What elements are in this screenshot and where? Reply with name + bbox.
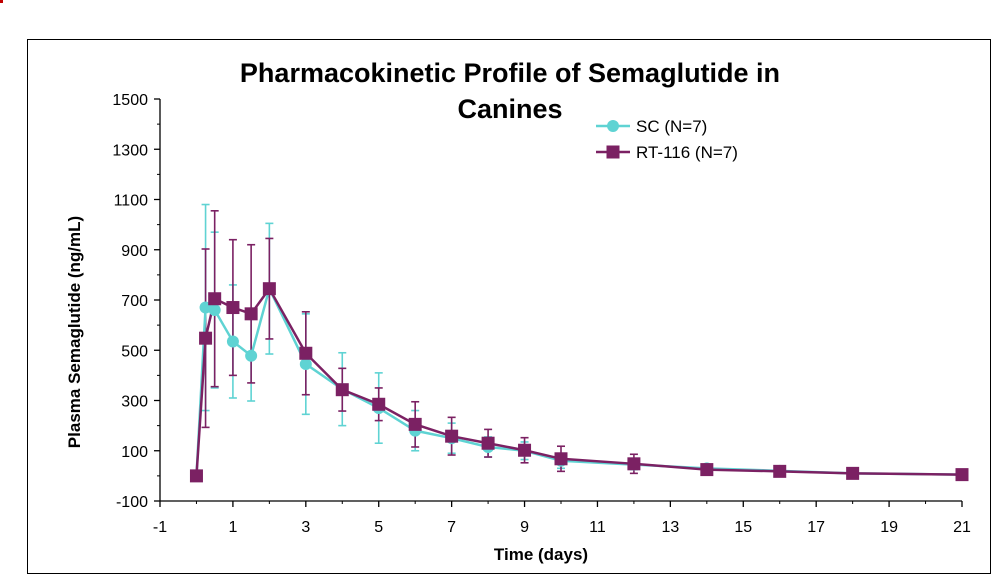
y-tick-label: 1500 xyxy=(112,92,148,109)
y-axis-label: Plasma Semaglutide (ng/mL) xyxy=(65,216,84,448)
x-tick-label: 19 xyxy=(880,519,898,536)
chart-title-line-1: Pharmacokinetic Profile of Semaglutide i… xyxy=(239,58,781,88)
sc-n-7-point xyxy=(245,349,258,362)
y-tick-label: 700 xyxy=(121,293,148,310)
x-tick-label: 15 xyxy=(734,519,752,536)
x-tick-label: 1 xyxy=(228,519,237,536)
y-tick-label: 500 xyxy=(121,343,148,360)
sc-n-7-point xyxy=(226,335,239,348)
rt-116-n-7-point xyxy=(199,331,213,345)
sc-n-7-point xyxy=(299,358,312,371)
x-tick-label: 5 xyxy=(374,519,383,536)
rt-116-n-7-point xyxy=(846,466,860,480)
x-tick-label: 21 xyxy=(953,519,971,536)
x-tick-label: 17 xyxy=(807,519,825,536)
y-tick-label: -100 xyxy=(116,494,148,511)
rt-116-n-7-point xyxy=(226,301,240,315)
x-axis-label: Time (days) xyxy=(494,545,588,564)
x-tick-label: 13 xyxy=(661,519,679,536)
rt-116-n-7-point xyxy=(189,469,203,483)
rt-116-n-7-legend-label: RT-116 (N=7) xyxy=(636,143,738,162)
rt-116-n-7-point xyxy=(481,436,495,450)
y-tick-label: 1300 xyxy=(112,142,148,159)
rt-116-n-7-point xyxy=(773,464,787,478)
x-tick-label: 9 xyxy=(520,519,529,536)
rt-116-n-7-point xyxy=(627,457,641,471)
sc-n-7-point xyxy=(208,304,221,317)
rt-116-n-7-point xyxy=(335,383,349,397)
rt-116-n-7-point xyxy=(445,429,459,443)
x-tick-label: 3 xyxy=(301,519,310,536)
rt-116-n-7-point xyxy=(554,452,568,466)
y-tick-label: 300 xyxy=(121,394,148,411)
rt-116-n-7-point xyxy=(955,468,969,482)
rt-116-n-7-legend-marker xyxy=(606,145,620,159)
sc-n-7-legend-label: SC (N=7) xyxy=(636,117,707,136)
chart-frame xyxy=(27,39,991,574)
y-tick-label: 1100 xyxy=(114,193,149,210)
rt-116-n-7-point xyxy=(244,307,258,321)
corner-mark xyxy=(0,0,3,3)
y-tick-label: 100 xyxy=(121,444,148,461)
rt-116-n-7-point xyxy=(518,443,532,457)
x-tick-label: 11 xyxy=(589,519,606,536)
chart-title-line-2: Canines xyxy=(457,94,563,124)
x-tick-label: -1 xyxy=(153,519,167,536)
x-tick-label: 7 xyxy=(447,519,456,536)
sc-n-7-line xyxy=(195,285,963,476)
rt-116-n-7-point xyxy=(208,292,222,306)
rt-116-n-7-point xyxy=(299,346,313,360)
rt-116-n-7-point xyxy=(700,463,714,477)
rt-116-n-7-point xyxy=(408,417,422,431)
y-tick-label: 900 xyxy=(121,243,148,260)
rt-116-n-7-line xyxy=(195,286,963,476)
rt-116-n-7-point xyxy=(372,397,386,411)
sc-n-7-legend-marker xyxy=(607,120,619,132)
rt-116-n-7-point xyxy=(262,282,276,296)
